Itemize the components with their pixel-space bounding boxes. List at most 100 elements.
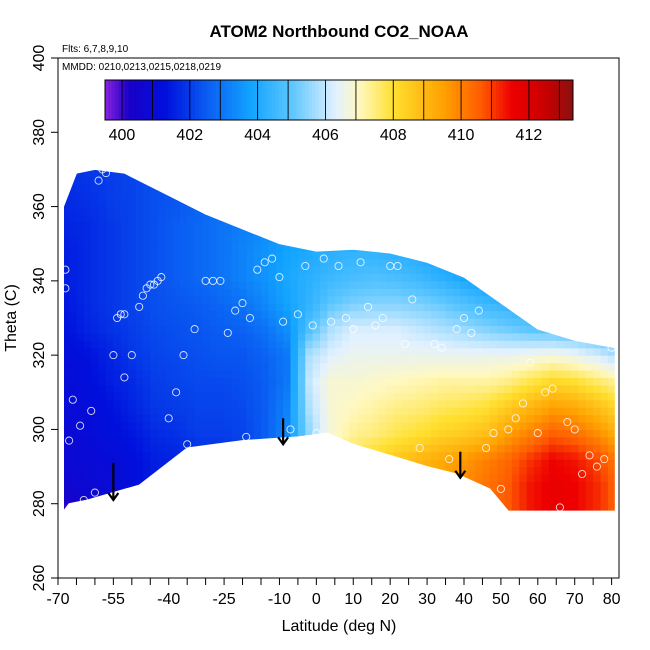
heatmap-cell (327, 273, 336, 282)
colorbar-tick-label: 410 (448, 127, 475, 144)
heatmap-cell (150, 191, 159, 200)
heatmap-cell (194, 347, 203, 356)
heatmap-cell (62, 511, 70, 519)
heatmap-cell (504, 474, 513, 483)
heatmap-cell (216, 459, 225, 468)
heatmap-cell (571, 384, 579, 393)
heatmap-cell (445, 288, 454, 297)
heatmap-cell (128, 184, 137, 193)
heatmap-cell (386, 288, 395, 297)
heatmap-cell (179, 355, 188, 364)
heatmap-cell (260, 199, 269, 208)
heatmap-cell (519, 251, 528, 260)
heatmap-cell (305, 370, 314, 379)
heatmap-cell (511, 414, 520, 423)
heatmap-cell (349, 503, 358, 512)
heatmap-cell (379, 214, 388, 223)
colorbar-swatch (486, 80, 490, 120)
heatmap-cell (445, 340, 454, 349)
heatmap-cell (489, 318, 498, 327)
heatmap-cell (438, 228, 447, 237)
heatmap-cell (327, 236, 336, 245)
heatmap-cell (349, 429, 358, 438)
heatmap-cell (504, 355, 513, 364)
heatmap-cell (142, 273, 151, 282)
heatmap-cell (246, 370, 255, 379)
heatmap-cell (541, 399, 550, 408)
heatmap-cell (371, 481, 380, 490)
heatmap-cell (489, 332, 498, 341)
heatmap-cell (334, 176, 343, 185)
heatmap-cell (216, 228, 225, 237)
heatmap-cell (201, 503, 210, 512)
heatmap-cell (349, 399, 358, 408)
heatmap-cell (209, 325, 218, 334)
heatmap-cell (142, 295, 151, 304)
heatmap-cell (526, 347, 535, 356)
heatmap-cell (63, 384, 70, 393)
heatmap-cell (135, 251, 144, 260)
x-tick-label: 40 (455, 591, 473, 608)
heatmap-cell (467, 169, 476, 178)
heatmap-cell (268, 228, 277, 237)
heatmap-cell (578, 176, 587, 185)
heatmap-cell (224, 370, 233, 379)
heatmap-cell (334, 169, 343, 178)
colorbar-swatch (322, 80, 327, 120)
heatmap-cell (371, 429, 380, 438)
colorbar-swatch (168, 80, 173, 120)
heatmap-cell (497, 199, 506, 208)
heatmap-cell (401, 407, 410, 416)
heatmap-cell (76, 325, 85, 334)
heatmap-cell (593, 422, 602, 431)
heatmap-cell (238, 266, 247, 275)
heatmap-cell (98, 429, 107, 438)
heatmap-cell (371, 422, 380, 431)
heatmap-cell (187, 347, 196, 356)
heatmap-cell (379, 422, 388, 431)
colorbar-tick-label: 406 (312, 127, 339, 144)
heatmap-cell (83, 384, 92, 393)
heatmap-cell (571, 206, 579, 215)
heatmap-cell (120, 236, 129, 245)
heatmap-cell (541, 318, 550, 327)
heatmap-cell (408, 444, 417, 453)
heatmap-cell (113, 384, 122, 393)
heatmap-cell (600, 258, 609, 267)
heatmap-cell (548, 288, 557, 297)
heatmap-cell (113, 377, 122, 386)
heatmap-cell (260, 347, 269, 356)
heatmap-cell (489, 325, 498, 334)
heatmap-cell (275, 481, 284, 490)
heatmap-cell (519, 176, 528, 185)
heatmap-cell (63, 236, 70, 245)
heatmap-cell (305, 511, 313, 519)
heatmap-cell (253, 347, 262, 356)
heatmap-cell (83, 377, 92, 386)
heatmap-cell (283, 310, 292, 319)
heatmap-cell (312, 295, 321, 304)
heatmap-cell (593, 436, 602, 445)
colorbar-swatch (315, 80, 320, 120)
heatmap-cell (349, 370, 358, 379)
heatmap-cell (371, 488, 380, 497)
heatmap-cell (585, 288, 594, 297)
heatmap-cell (593, 199, 602, 208)
colorbar-swatch (559, 80, 564, 120)
heatmap-cell (275, 228, 284, 237)
heatmap-cell (120, 444, 129, 453)
heatmap-cell (187, 214, 196, 223)
heatmap-cell (364, 347, 373, 356)
heatmap-cell (69, 474, 78, 483)
heatmap-cell (386, 280, 395, 289)
heatmap-cell (246, 362, 255, 371)
heatmap-cell (379, 325, 388, 334)
heatmap-cell (165, 236, 174, 245)
sample-point (101, 169, 111, 178)
heatmap-cell (135, 199, 144, 208)
y-tick-label: 360 (31, 193, 48, 220)
sample-point (592, 462, 601, 471)
heatmap-cell (105, 459, 114, 468)
heatmap-cell (489, 414, 498, 423)
heatmap-cell (607, 243, 616, 252)
